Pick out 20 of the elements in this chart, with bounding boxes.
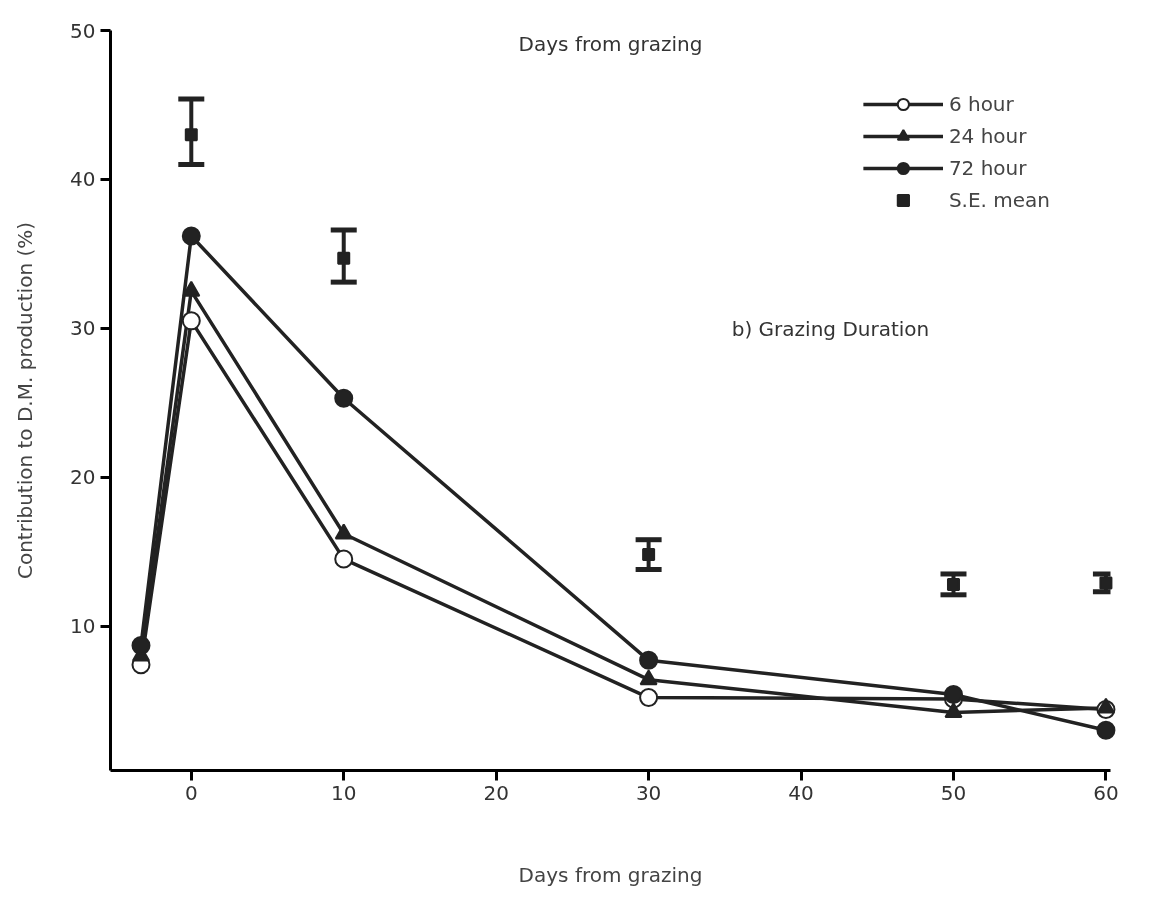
x-tick-label: 20 xyxy=(483,780,509,805)
x-axis-title: Days from grazing xyxy=(518,862,703,887)
y-tick-label: 40 xyxy=(70,167,96,192)
x-tick-label: 0 xyxy=(184,780,198,805)
legend-label: S.E. mean xyxy=(948,188,1050,212)
y-tick-label: 30 xyxy=(70,316,96,341)
y-tick-label: 50 xyxy=(70,18,96,43)
x-tick-label: 50 xyxy=(940,780,967,805)
x-tick-label: 60 xyxy=(1093,780,1119,805)
x-tick-label: 10 xyxy=(331,780,357,805)
y-axis-title: Contribution to D.M. production (%) xyxy=(13,221,38,580)
y-tick-label: 20 xyxy=(70,465,96,490)
legend-label: 72 hour xyxy=(948,156,1027,180)
annotation: b) Grazing Duration xyxy=(731,317,930,342)
x-tick-label: 40 xyxy=(788,780,814,805)
x-tick-label: 30 xyxy=(635,780,662,805)
annotation: Days from grazing xyxy=(518,32,703,57)
legend-label: 24 hour xyxy=(948,124,1027,148)
legend-label: 6 hour xyxy=(948,92,1014,116)
y-tick-label: 10 xyxy=(70,614,96,639)
